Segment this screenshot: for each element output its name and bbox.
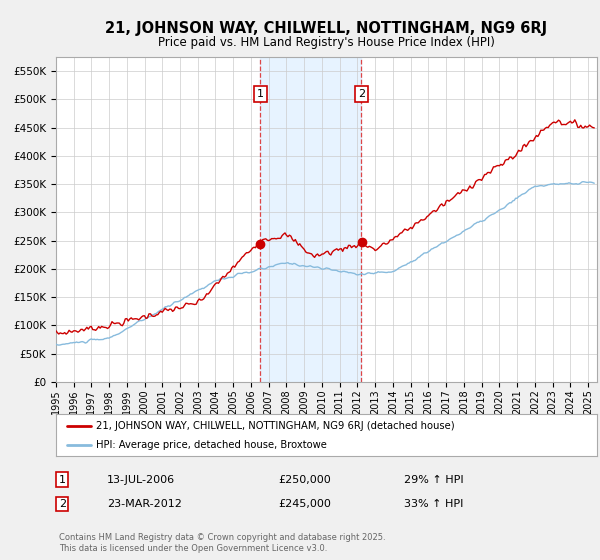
Text: 23-MAR-2012: 23-MAR-2012 (107, 499, 182, 509)
Text: Contains HM Land Registry data © Crown copyright and database right 2025.
This d: Contains HM Land Registry data © Crown c… (59, 533, 385, 553)
Text: HPI: Average price, detached house, Broxtowe: HPI: Average price, detached house, Brox… (97, 440, 327, 450)
Text: 13-JUL-2006: 13-JUL-2006 (107, 475, 175, 485)
Text: 2: 2 (59, 499, 66, 509)
Text: 2: 2 (358, 89, 365, 99)
Bar (260, 57, 361, 382)
Text: Price paid vs. HM Land Registry's House Price Index (HPI): Price paid vs. HM Land Registry's House … (158, 36, 495, 49)
Text: 21, JOHNSON WAY, CHILWELL, NOTTINGHAM, NG9 6RJ: 21, JOHNSON WAY, CHILWELL, NOTTINGHAM, N… (106, 21, 547, 36)
Text: 21, JOHNSON WAY, CHILWELL, NOTTINGHAM, NG9 6RJ (detached house): 21, JOHNSON WAY, CHILWELL, NOTTINGHAM, N… (97, 421, 455, 431)
Text: 1: 1 (257, 89, 264, 99)
Text: 29% ↑ HPI: 29% ↑ HPI (404, 475, 463, 485)
Text: £250,000: £250,000 (278, 475, 331, 485)
Text: £245,000: £245,000 (278, 499, 331, 509)
Text: 33% ↑ HPI: 33% ↑ HPI (404, 499, 463, 509)
Text: 1: 1 (59, 475, 66, 485)
